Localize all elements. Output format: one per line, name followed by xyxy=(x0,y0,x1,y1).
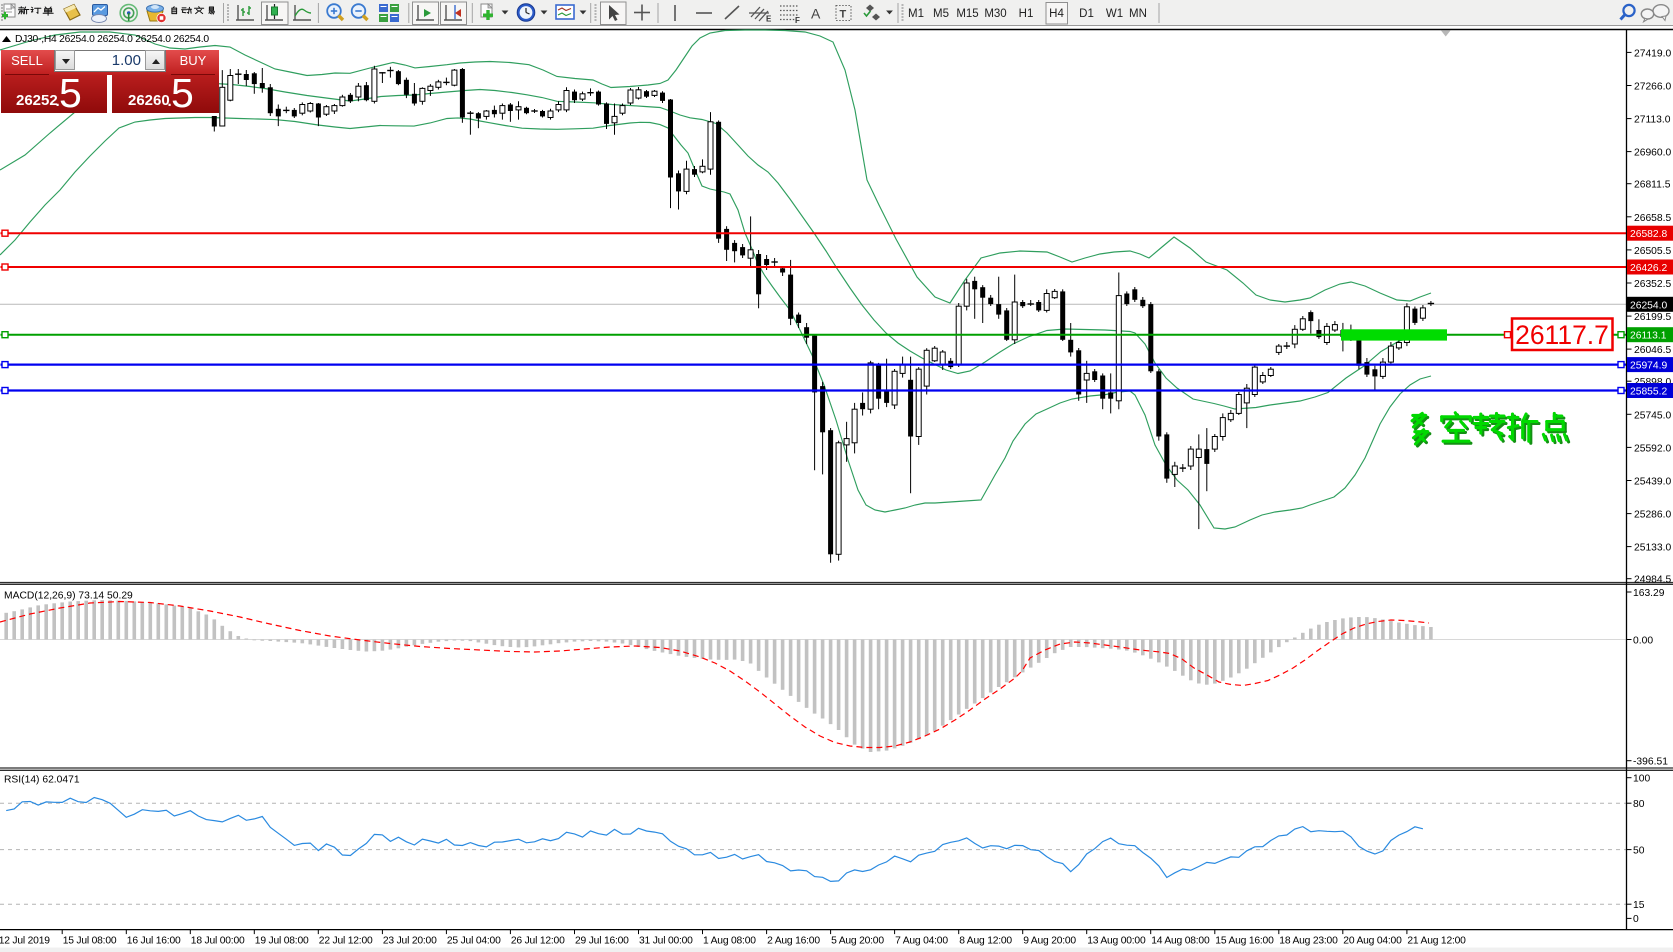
svg-text:15 Jul 08:00: 15 Jul 08:00 xyxy=(63,936,117,947)
svg-text:MN: MN xyxy=(1129,8,1147,20)
svg-text:14 Aug 08:00: 14 Aug 08:00 xyxy=(1151,936,1210,947)
svg-text:A: A xyxy=(811,6,821,22)
svg-text:21 Aug 12:00: 21 Aug 12:00 xyxy=(1407,936,1466,947)
svg-text:26199.5: 26199.5 xyxy=(1634,312,1671,323)
svg-text:D1: D1 xyxy=(1079,8,1094,20)
svg-text:25133.0: 25133.0 xyxy=(1634,543,1671,554)
svg-text:15: 15 xyxy=(1633,900,1645,911)
svg-text:25855.2: 25855.2 xyxy=(1630,387,1667,398)
svg-text:H4: H4 xyxy=(1049,8,1064,20)
svg-text:26117.7: 26117.7 xyxy=(1515,320,1609,350)
svg-text:1 Aug 08:00: 1 Aug 08:00 xyxy=(703,936,756,947)
svg-text:0.00: 0.00 xyxy=(1633,635,1653,646)
svg-text:F: F xyxy=(795,16,800,25)
svg-text:23 Jul 20:00: 23 Jul 20:00 xyxy=(383,936,437,947)
svg-text:26 Jul 12:00: 26 Jul 12:00 xyxy=(511,936,565,947)
svg-text:100: 100 xyxy=(1633,774,1650,785)
svg-text:8 Aug 12:00: 8 Aug 12:00 xyxy=(959,936,1012,947)
svg-text:18 Jul 00:00: 18 Jul 00:00 xyxy=(191,936,245,947)
svg-text:5 Aug 20:00: 5 Aug 20:00 xyxy=(831,936,884,947)
svg-text:25898.0: 25898.0 xyxy=(1634,377,1671,388)
svg-text:26658.5: 26658.5 xyxy=(1634,213,1671,224)
svg-text:50: 50 xyxy=(1633,845,1645,856)
svg-text:20 Aug 04:00: 20 Aug 04:00 xyxy=(1343,936,1402,947)
svg-text:25439.0: 25439.0 xyxy=(1634,477,1671,488)
svg-text:12 Jul 2019: 12 Jul 2019 xyxy=(0,936,50,947)
svg-text:26113.1: 26113.1 xyxy=(1630,331,1667,342)
svg-text:M15: M15 xyxy=(956,8,978,20)
svg-text:-396.51: -396.51 xyxy=(1633,757,1668,768)
svg-text:26960.0: 26960.0 xyxy=(1634,148,1671,159)
svg-text:26582.8: 26582.8 xyxy=(1630,229,1667,240)
svg-text:15 Aug 16:00: 15 Aug 16:00 xyxy=(1215,936,1274,947)
svg-text:29 Jul 16:00: 29 Jul 16:00 xyxy=(575,936,629,947)
svg-text:M30: M30 xyxy=(984,8,1006,20)
svg-text:25 Jul 04:00: 25 Jul 04:00 xyxy=(447,936,501,947)
svg-text:W1: W1 xyxy=(1106,8,1123,20)
svg-text:163.29: 163.29 xyxy=(1633,588,1665,599)
svg-text:13 Aug 00:00: 13 Aug 00:00 xyxy=(1087,936,1146,947)
svg-text:25745.0: 25745.0 xyxy=(1634,410,1671,421)
svg-text:M1: M1 xyxy=(908,8,924,20)
svg-text:27113.0: 27113.0 xyxy=(1634,115,1671,126)
svg-text:19 Jul 08:00: 19 Jul 08:00 xyxy=(255,936,309,947)
svg-text:M5: M5 xyxy=(933,8,949,20)
svg-text:2 Aug 16:00: 2 Aug 16:00 xyxy=(767,936,820,947)
svg-text:26046.5: 26046.5 xyxy=(1634,345,1671,356)
svg-text:24984.5: 24984.5 xyxy=(1634,575,1671,586)
svg-text:0: 0 xyxy=(1633,914,1639,925)
svg-text:18 Aug 23:00: 18 Aug 23:00 xyxy=(1279,936,1338,947)
svg-text:25592.0: 25592.0 xyxy=(1634,443,1671,454)
svg-text:26505.5: 26505.5 xyxy=(1634,246,1671,257)
svg-text:25286.0: 25286.0 xyxy=(1634,510,1671,521)
svg-text:26811.5: 26811.5 xyxy=(1634,180,1671,191)
svg-text:22 Jul 12:00: 22 Jul 12:00 xyxy=(319,936,373,947)
svg-text:7 Aug 04:00: 7 Aug 04:00 xyxy=(895,936,948,947)
svg-text:26352.5: 26352.5 xyxy=(1634,279,1671,290)
svg-text:26426.2: 26426.2 xyxy=(1630,263,1667,274)
svg-text:H1: H1 xyxy=(1019,8,1034,20)
svg-text:T: T xyxy=(840,9,847,21)
svg-text:16 Jul 16:00: 16 Jul 16:00 xyxy=(127,936,181,947)
svg-text:80: 80 xyxy=(1633,799,1645,810)
svg-text:27266.0: 27266.0 xyxy=(1634,82,1671,93)
svg-text:E: E xyxy=(766,15,772,24)
svg-text:27419.0: 27419.0 xyxy=(1634,48,1671,59)
svg-text:26254.0: 26254.0 xyxy=(1630,300,1667,311)
svg-text:31 Jul 00:00: 31 Jul 00:00 xyxy=(639,936,693,947)
svg-text:9 Aug 20:00: 9 Aug 20:00 xyxy=(1023,936,1076,947)
svg-text:25974.9: 25974.9 xyxy=(1630,361,1667,372)
svg-text:MACD(12,26,9) 73.14 50.29: MACD(12,26,9) 73.14 50.29 xyxy=(4,591,133,602)
svg-text:RSI(14) 62.0471: RSI(14) 62.0471 xyxy=(4,775,80,786)
svg-text:DJ30-,H4 26254.0 26254.0 2625: DJ30-,H4 26254.0 26254.0 26254.0 26254.0 xyxy=(15,34,209,45)
